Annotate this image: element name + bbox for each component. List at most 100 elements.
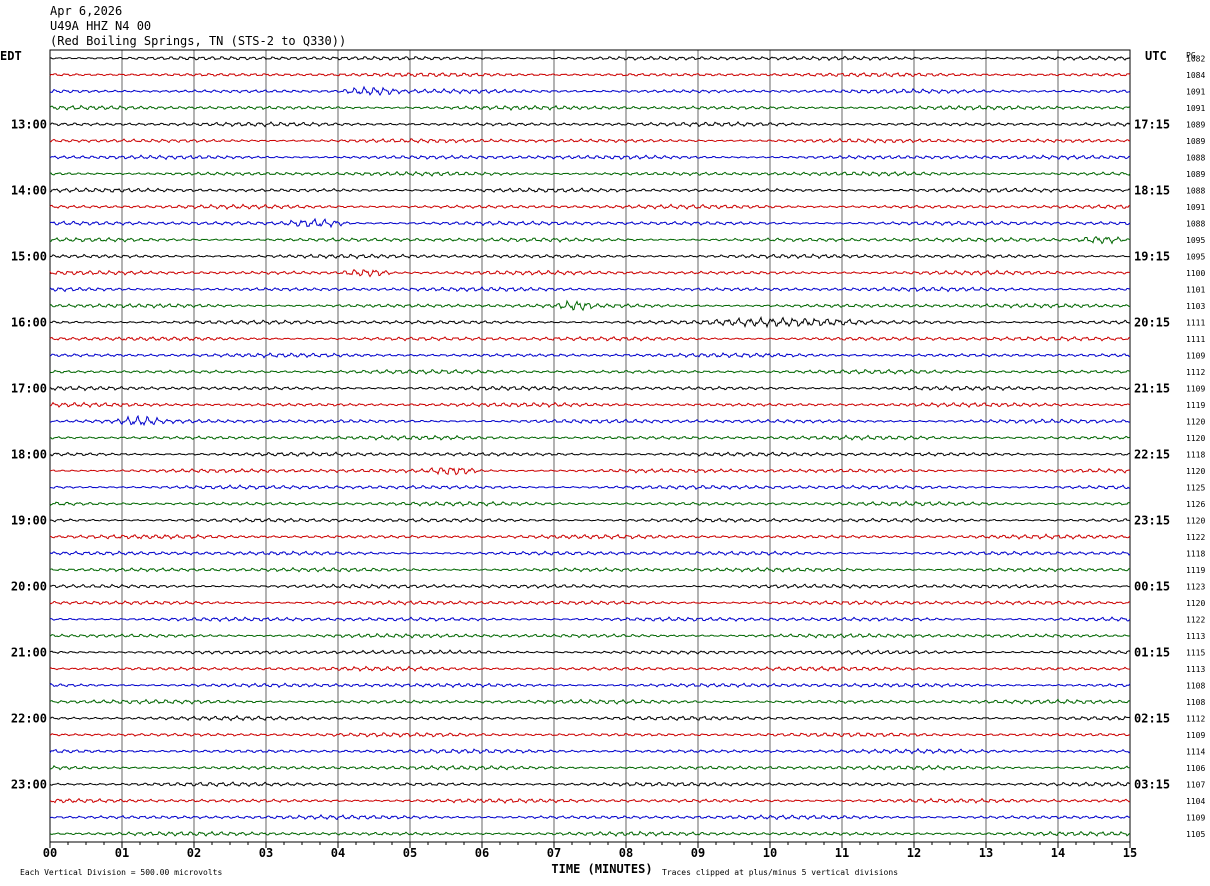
right-hour-label: 18:15 — [1134, 183, 1170, 197]
trace-line — [49, 599, 1131, 606]
trace-value-label: 1126 — [1186, 500, 1205, 509]
trace-line — [49, 467, 1131, 476]
x-tick-label: 13 — [979, 846, 993, 860]
trace-value-label: 1111 — [1186, 335, 1205, 344]
trace-value-label: 1113 — [1186, 632, 1205, 641]
trace-line — [49, 55, 1131, 62]
trace-value-label: 1106 — [1186, 764, 1205, 773]
trace-value-label: 1089 — [1186, 170, 1205, 179]
trace-line — [49, 451, 1131, 458]
trace-value-label: 1111 — [1186, 318, 1205, 327]
trace-line — [49, 517, 1131, 523]
trace-value-label: 1109 — [1186, 351, 1205, 360]
trace-value-label: 1107 — [1186, 780, 1205, 789]
left-hour-label: 22:00 — [11, 711, 47, 725]
trace-value-label: 1120 — [1186, 467, 1205, 476]
right-hour-label: 22:15 — [1134, 447, 1170, 461]
right-hour-label: 19:15 — [1134, 249, 1170, 263]
trace-line — [49, 747, 1131, 755]
trace-value-label: 1125 — [1186, 483, 1205, 492]
right-hour-label: 21:15 — [1134, 381, 1170, 395]
trace-value-label: 1105 — [1186, 830, 1205, 839]
x-tick-label: 01 — [115, 846, 129, 860]
x-tick-label: 10 — [763, 846, 777, 860]
trace-value-label: 1095 — [1186, 252, 1205, 261]
trace-line — [49, 316, 1131, 329]
x-tick-label: 08 — [619, 846, 633, 860]
station-location: (Red Boiling Springs, TN (STS-2 to Q330)… — [50, 34, 347, 48]
trace-value-label: 1082 — [1186, 54, 1205, 63]
trace-line — [49, 414, 1131, 427]
station-code: U49A HHZ N4 00 — [50, 19, 152, 33]
x-tick-label: 14 — [1051, 846, 1065, 860]
trace-value-label: 1091 — [1186, 104, 1205, 113]
trace-line — [49, 286, 1131, 293]
left-hour-label: 21:00 — [11, 645, 47, 659]
trace-line — [49, 335, 1131, 342]
trace-value-label: 1118 — [1186, 549, 1205, 558]
trace-line — [49, 170, 1131, 177]
trace-value-label: 1109 — [1186, 384, 1205, 393]
right-hour-label: 20:15 — [1134, 315, 1170, 329]
x-tick-label: 07 — [547, 846, 561, 860]
trace-line — [49, 764, 1131, 771]
trace-value-label: 1100 — [1186, 269, 1205, 278]
right-hour-label: 03:15 — [1134, 777, 1170, 791]
trace-value-label: 1122 — [1186, 615, 1205, 624]
trace-value-label: 1120 — [1186, 434, 1205, 443]
trace-value-label: 1114 — [1186, 747, 1205, 756]
trace-value-label: 1088 — [1186, 186, 1205, 195]
trace-value-label: 1089 — [1186, 137, 1205, 146]
trace-line — [49, 649, 1131, 656]
trace-line — [49, 187, 1131, 194]
trace-value-label: 1089 — [1186, 120, 1205, 129]
trace-value-label: 1118 — [1186, 450, 1205, 459]
left-hour-label: 17:00 — [11, 381, 47, 395]
trace-line — [49, 814, 1131, 821]
trace-line — [49, 616, 1131, 623]
right-hour-label: 01:15 — [1134, 645, 1170, 659]
x-tick-label: 02 — [187, 846, 201, 860]
trace-line — [49, 434, 1131, 441]
x-tick-label: 04 — [331, 846, 345, 860]
trace-line — [49, 632, 1131, 639]
trace-value-label: 1088 — [1186, 219, 1205, 228]
trace-line — [49, 550, 1131, 556]
trace-line — [49, 104, 1131, 111]
x-axis-title: TIME (MINUTES) — [551, 862, 652, 876]
trace-value-label: 1091 — [1186, 203, 1205, 212]
trace-value-label: 1112 — [1186, 368, 1205, 377]
traces — [49, 55, 1131, 837]
trace-line — [49, 299, 1131, 312]
trace-value-label: 1108 — [1186, 681, 1205, 690]
trace-line — [49, 830, 1131, 837]
trace-line — [49, 714, 1131, 722]
x-tick-label: 00 — [43, 846, 57, 860]
trace-line — [49, 665, 1131, 672]
trace-value-label: 1119 — [1186, 566, 1205, 575]
left-hour-label: 13:00 — [11, 117, 47, 131]
trace-line — [49, 484, 1131, 490]
value-column-header: PG — [1186, 51, 1196, 60]
trace-line — [49, 217, 1131, 229]
trace-value-label: 1109 — [1186, 813, 1205, 822]
trace-value-label: 1120 — [1186, 599, 1205, 608]
footer-clip-note: Traces clipped at plus/minus 5 vertical … — [662, 868, 898, 877]
trace-value-label: 1103 — [1186, 302, 1205, 311]
trace-line — [49, 732, 1131, 738]
left-hour-label: 15:00 — [11, 249, 47, 263]
chart-date: Apr 6,2026 — [50, 4, 123, 18]
trace-line — [49, 583, 1131, 589]
trace-line — [49, 253, 1131, 260]
trace-value-label: 1109 — [1186, 731, 1205, 740]
trace-value-label: 1088 — [1186, 153, 1205, 162]
left-hour-label: 20:00 — [11, 579, 47, 593]
right-axis-label: UTC — [1145, 49, 1167, 63]
grid — [49, 49, 1131, 848]
x-tick-label: 05 — [403, 846, 417, 860]
trace-value-label: 1095 — [1186, 236, 1205, 245]
labels: 00 01 02 03 04 05 06 07 08 09 10 11 12 13 14 1510821084… — [0, 49, 1205, 877]
trace-line — [49, 698, 1131, 705]
trace-value-label: 1091 — [1186, 87, 1205, 96]
